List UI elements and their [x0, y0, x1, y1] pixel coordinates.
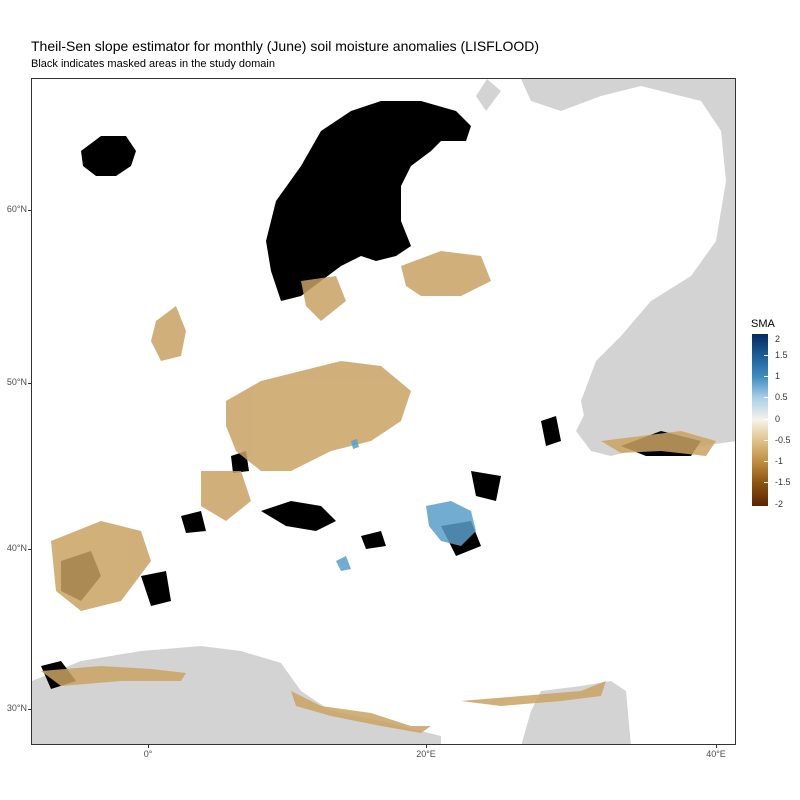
legend-label-neg1.5: -1.5 [775, 477, 791, 487]
baltic-states-trend [301, 276, 346, 321]
positive-trend-areas [336, 439, 476, 571]
x-tickmark-20E [426, 745, 427, 748]
x-tick-20E: 20°E [416, 749, 436, 759]
scandinavia-mask [266, 101, 471, 301]
caucasus-trend [601, 431, 716, 456]
map-subtitle: Black indicates masked areas in the stud… [31, 58, 275, 70]
north-africa-coast-trend [41, 666, 186, 686]
map-panel [31, 78, 736, 745]
egypt-coast-trend [461, 681, 606, 706]
y-tickmark-60 [28, 210, 31, 211]
x-tick-0: 0° [143, 749, 153, 759]
russia-east-fill [521, 79, 735, 446]
balkans-positive-trend [426, 501, 476, 546]
legend-label-neg1: -1 [775, 456, 784, 466]
britain-trend [151, 306, 186, 361]
y-tick-60N: 60°N [6, 204, 27, 214]
legend-label-1: 1 [775, 371, 781, 381]
carpathian-mask [471, 471, 501, 501]
alps-mask [261, 501, 336, 531]
iberia-mask-2 [141, 571, 171, 606]
africa-east-gray [521, 681, 631, 744]
legend-label-neg2: -2 [775, 499, 784, 509]
x-tick-40E: 40°E [706, 749, 726, 759]
iberia-trend [51, 521, 151, 611]
y-tickmark-30 [28, 709, 31, 710]
y-tick-30N: 30°N [6, 703, 27, 713]
x-tickmark-0 [148, 745, 149, 748]
hungary-positive-trend [351, 439, 359, 449]
iceland-mask [81, 136, 136, 176]
y-tickmark-40 [28, 549, 31, 550]
libya-coast-trend [291, 691, 431, 733]
legend-label-1.5: 1.5 [775, 350, 788, 360]
finland-baltic-trend [401, 251, 491, 296]
y-tick-50N: 50°N [6, 377, 27, 387]
y-tickmark-50 [28, 383, 31, 384]
x-tickmark-40E [716, 745, 717, 748]
legend-colorbar [752, 334, 768, 506]
italy-positive-trend [336, 556, 351, 571]
map-canvas [32, 79, 735, 744]
y-tick-40N: 40°N [6, 543, 27, 553]
map-title: Theil-Sen slope estimator for monthly (J… [31, 38, 540, 54]
legend-label-0: 0 [775, 414, 781, 424]
central-europe-trend [226, 361, 411, 471]
negative-trend-areas [41, 251, 716, 733]
legend-title: SMA [751, 318, 775, 330]
legend-label-2: 2 [775, 334, 781, 344]
africa-sahara-gray [32, 646, 441, 744]
legend-label-0.5: 0.5 [775, 392, 788, 402]
legend-label-neg0.5: -0.5 [775, 435, 791, 445]
france-trend [201, 471, 251, 521]
